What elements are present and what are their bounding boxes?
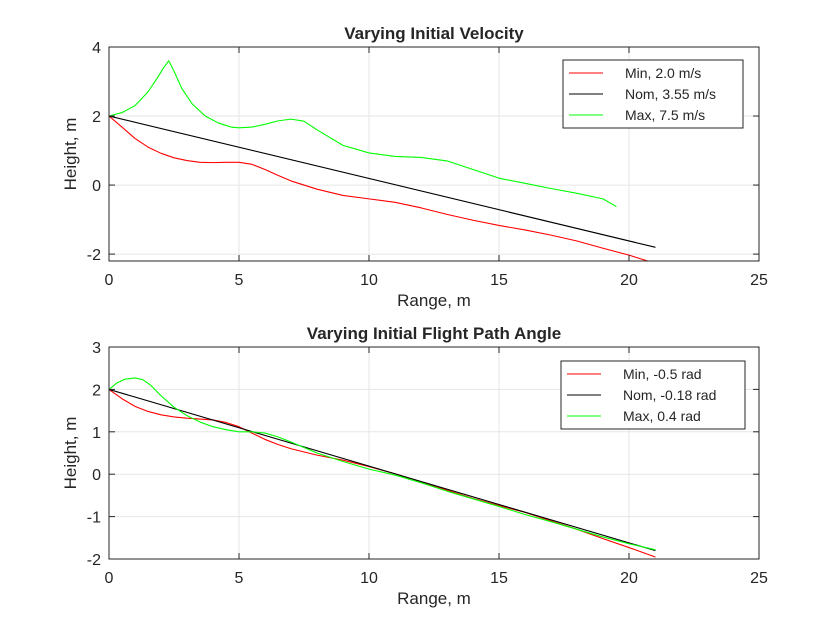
x-tick-label: 20 — [620, 570, 638, 587]
legend-entry-3: Max, 0.4 rad — [623, 408, 701, 424]
x-tick-label: 10 — [360, 272, 378, 289]
axes-frame — [108, 346, 760, 560]
y-axis-label: Height, m — [61, 417, 80, 490]
x-tick-label: 15 — [490, 570, 508, 587]
x-tick-label: 10 — [360, 570, 378, 587]
legend: Min, -0.5 rad Nom, -0.18 rad Max, 0.4 rad — [560, 360, 746, 430]
y-tick-label: 2 — [92, 382, 101, 399]
y-tick-label: 1 — [92, 425, 101, 442]
x-tick-label: 5 — [235, 570, 244, 587]
y-tick-label: 0 — [92, 178, 101, 195]
legend-entry-1: Min, 2.0 m/s — [625, 65, 701, 81]
y-tick-label: -2 — [87, 552, 101, 569]
chart-2: 0 5 10 15 20 25 -2 -1 0 1 2 3 Varying Initial Flight… — [61, 324, 768, 608]
legend: Min, 2.0 m/s Nom, 3.55 m/s Max, 7.5 m/s — [562, 59, 744, 129]
axes-frame — [108, 46, 760, 262]
legend-entry-2: Nom, -0.18 rad — [623, 387, 716, 403]
y-tick-label: 2 — [92, 109, 101, 126]
x-tick-label: 25 — [750, 570, 768, 587]
x-tick-label: 20 — [620, 272, 638, 289]
y-tick-label: -2 — [87, 247, 101, 264]
x-axis-label: Range, m — [397, 589, 471, 608]
x-tick-label: 25 — [750, 272, 768, 289]
series-line-3 — [109, 60, 617, 208]
y-axis-label: Height, m — [61, 118, 80, 191]
x-tick-label: 5 — [235, 272, 244, 289]
series-line-3 — [109, 377, 656, 551]
legend-entry-2: Nom, 3.55 m/s — [625, 86, 716, 102]
chart-title: Varying Initial Flight Path Angle — [307, 324, 561, 343]
x-tick-label: 0 — [105, 570, 114, 587]
y-tick-label: -1 — [87, 510, 101, 527]
series-line-2 — [109, 388, 656, 552]
y-tick-label: 0 — [92, 467, 101, 484]
series-line-1 — [109, 115, 650, 261]
y-tick-label: 4 — [92, 40, 101, 57]
x-tick-label: 0 — [105, 272, 114, 289]
x-tick-label: 15 — [490, 272, 508, 289]
chart-title: Varying Initial Velocity — [344, 24, 524, 43]
series-line-2 — [109, 115, 656, 248]
x-axis-label: Range, m — [397, 291, 471, 310]
legend-entry-3: Max, 7.5 m/s — [625, 107, 705, 123]
legend-entry-1: Min, -0.5 rad — [623, 366, 702, 382]
y-tick-label: 3 — [92, 340, 101, 357]
